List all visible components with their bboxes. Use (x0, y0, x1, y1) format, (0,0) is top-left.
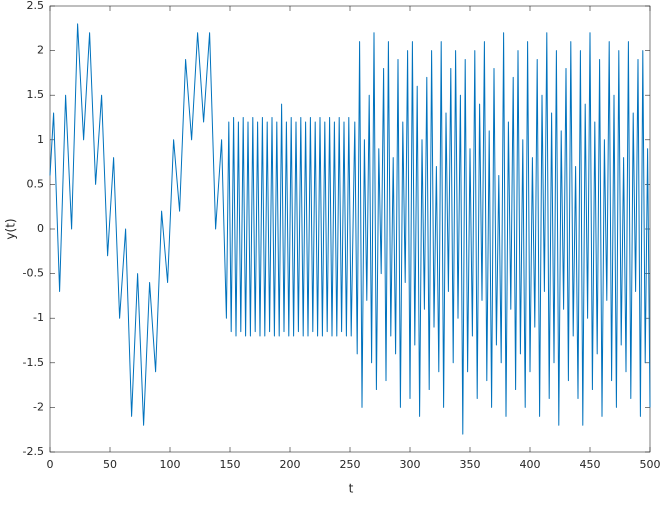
y-tick-label: -2 (33, 400, 44, 413)
y-tick-label: 0 (37, 222, 44, 235)
y-tick-label: 1.5 (27, 88, 45, 101)
x-tick-label: 500 (640, 458, 661, 471)
x-tick-label: 150 (220, 458, 241, 471)
y-tick-label: 2.5 (27, 0, 45, 12)
x-tick-label: 0 (47, 458, 54, 471)
x-tick-label: 50 (103, 458, 117, 471)
x-tick-label: 300 (400, 458, 421, 471)
x-tick-label: 200 (280, 458, 301, 471)
y-tick-label: 0.5 (27, 177, 45, 190)
y-tick-label: -0.5 (23, 267, 44, 280)
x-tick-label: 350 (460, 458, 481, 471)
signal-line (49, 23, 651, 435)
y-tick-label: -1.5 (23, 356, 44, 369)
x-tick-label: 400 (520, 458, 541, 471)
x-tick-label: 250 (340, 458, 361, 471)
y-axis-label: y(t) (4, 218, 18, 239)
y-tick-label: -2.5 (23, 445, 44, 458)
y-tick-label: 2 (37, 44, 44, 57)
x-tick-label: 450 (580, 458, 601, 471)
x-tick-label: 100 (160, 458, 181, 471)
y-tick-label: -1 (33, 311, 44, 324)
y-tick-label: 1 (37, 133, 44, 146)
x-axis-label: t (349, 482, 354, 496)
